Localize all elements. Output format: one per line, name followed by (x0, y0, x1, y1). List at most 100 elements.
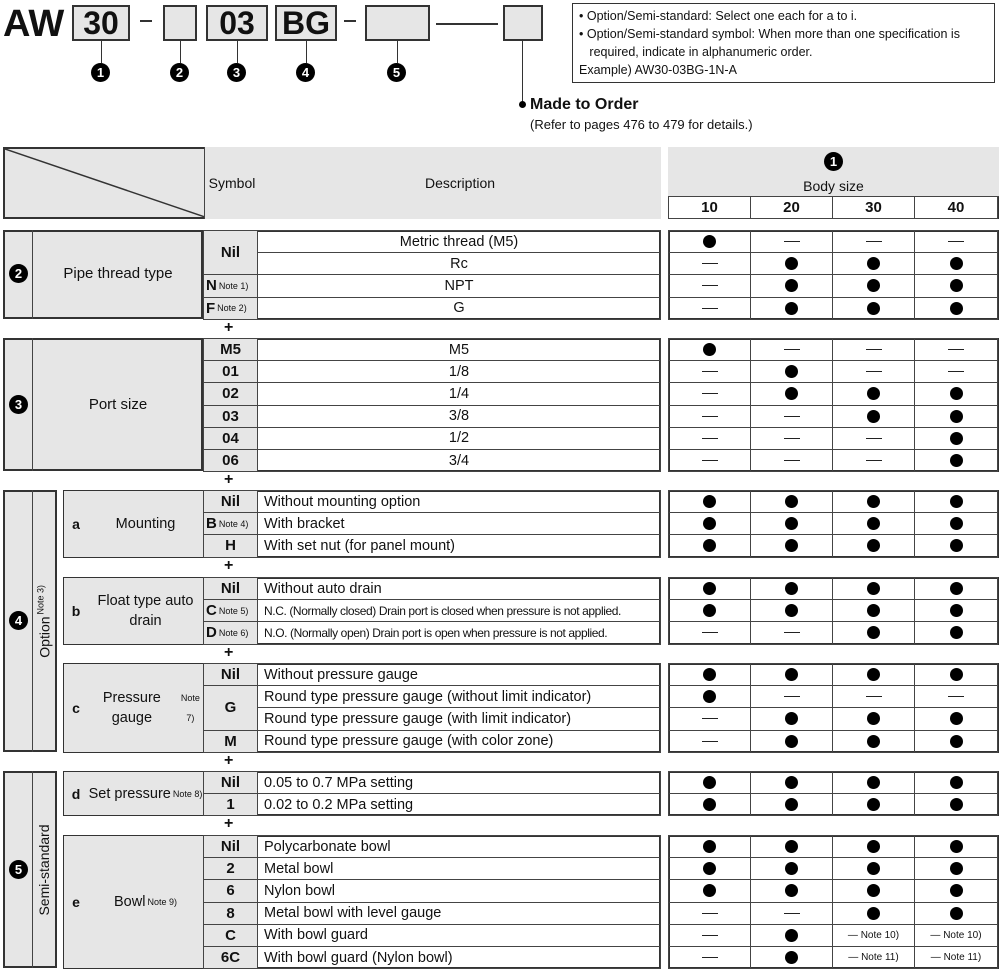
symbol: 06 (222, 452, 239, 470)
description-cell: With bowl guard (257, 923, 661, 947)
sub-label-text: Bowl (114, 894, 146, 911)
description-cell: NPT (257, 274, 661, 298)
available-dot (785, 517, 798, 531)
availability-cell (832, 621, 915, 645)
leader-line (101, 41, 102, 63)
symbol: Nil (220, 493, 241, 511)
description-cell: Metric thread (M5) (257, 230, 661, 254)
body-size-10: 10 (668, 196, 751, 219)
description-cell: Round type pressure gauge (with limit in… (257, 707, 661, 731)
note-line: • Option/Semi-standard symbol: When more… (579, 27, 960, 41)
description-cell: Metal bowl with level gauge (257, 901, 661, 925)
available-dot (949, 582, 963, 596)
note-ref: Note 1) (218, 280, 249, 291)
description-cell: With set nut (for panel mount) (257, 534, 661, 558)
available-dot (703, 582, 716, 596)
description-cell: 3/8 (257, 404, 661, 428)
available-dot (949, 776, 963, 790)
unavailable-dash (948, 349, 964, 351)
available-dot (785, 884, 798, 898)
availability-cell (750, 879, 833, 903)
leader-line (306, 41, 307, 63)
symbol-cell: 1 (203, 793, 258, 817)
available-dot (867, 906, 880, 920)
availability-cell (832, 490, 915, 514)
unavailable-dash (865, 437, 882, 439)
code-box-semi-standard (365, 5, 430, 41)
unavailable-dash (701, 437, 718, 439)
note-ref: Note 4) (218, 518, 249, 529)
symbol-header: Symbol (204, 147, 260, 219)
available-dot (785, 495, 798, 509)
availability-cell (832, 879, 915, 903)
availability-cell (668, 901, 751, 925)
availability-cell (832, 793, 915, 817)
symbol-cell: G (203, 685, 258, 731)
description-cell: Polycarbonate bowl (257, 835, 661, 859)
available-dot (785, 734, 798, 748)
plus-sign: + (224, 556, 234, 574)
symbol: D (206, 624, 217, 642)
availability-cell (914, 879, 998, 903)
availability-cell (668, 404, 751, 428)
available-dot (703, 495, 716, 509)
sub-letter: a (64, 491, 89, 557)
available-dot (785, 582, 798, 596)
unavailable-with-note: — Note 11) (848, 952, 899, 964)
code-box-port: 03 (206, 5, 268, 41)
availability-cell (914, 490, 998, 514)
available-dot (949, 668, 963, 682)
plus-sign: + (224, 643, 234, 661)
availability-cell (750, 382, 833, 406)
symbol: Nil (220, 580, 241, 598)
available-dot (867, 387, 880, 401)
available-dot (867, 884, 880, 898)
available-dot (867, 798, 880, 812)
availability-cell (914, 857, 998, 881)
dash-line (436, 23, 498, 25)
availability-cell (750, 230, 833, 254)
availability-cell (668, 534, 751, 558)
circle-number-3: 3 (227, 63, 246, 82)
availability-cell (750, 338, 833, 362)
symbol: 01 (222, 363, 239, 381)
circle-number-3: 3 (9, 394, 28, 414)
unavailable-dash (701, 415, 718, 417)
symbol: 04 (222, 429, 239, 447)
availability-cell (750, 274, 833, 298)
unavailable-dash (783, 415, 800, 417)
availability-cell (750, 534, 833, 558)
available-dot (785, 387, 798, 401)
circle-wrap: 4 (296, 63, 315, 82)
note-line: Example) AW30-03BG-1N-A (579, 63, 737, 77)
section-label: Port size (88, 395, 148, 413)
availability-cell (832, 707, 915, 731)
description-cell: 1/2 (257, 426, 661, 450)
availability-cell (914, 404, 998, 428)
circle-wrap: 5 (387, 63, 406, 82)
available-dot (703, 862, 716, 876)
available-dot (867, 257, 880, 271)
table-header-left: Symbol Description (3, 147, 661, 219)
availability-cell (832, 404, 915, 428)
sub-label-text: Set pressure (88, 785, 171, 802)
body-size-40: 40 (914, 196, 998, 219)
available-dot (949, 431, 963, 445)
availability-cell (750, 296, 833, 320)
description-cell: With bowl guard (Nylon bowl) (257, 946, 661, 970)
availability-cell: — Note 11) (914, 946, 998, 970)
symbol-cell: D Note 6) (203, 621, 258, 645)
symbol: 03 (222, 407, 239, 425)
availability-cell (914, 793, 998, 817)
note-ref: Note 2) (217, 303, 247, 314)
availability-cell (750, 490, 833, 514)
symbol: M (224, 732, 237, 750)
available-dot (703, 539, 716, 553)
symbol: 6C (220, 949, 241, 967)
availability-cell (668, 835, 751, 859)
diagonal-line (5, 149, 205, 217)
symbol-cell: C Note 5) (203, 599, 258, 623)
availability-cell (750, 771, 833, 795)
plus-sign: + (224, 751, 234, 769)
availability-cell (668, 449, 751, 473)
